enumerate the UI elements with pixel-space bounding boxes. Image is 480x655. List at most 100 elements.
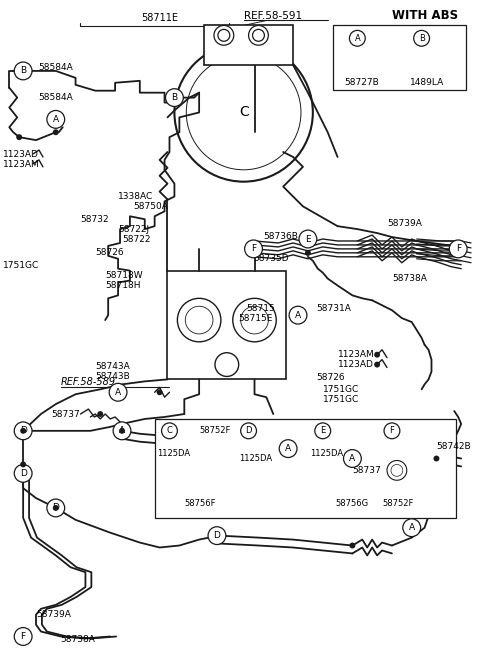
Circle shape [215, 352, 239, 377]
Circle shape [119, 428, 125, 434]
Circle shape [14, 422, 32, 440]
Circle shape [315, 423, 331, 439]
Text: B: B [20, 66, 26, 75]
Circle shape [384, 423, 400, 439]
Text: F: F [21, 632, 26, 641]
Text: 58752F: 58752F [382, 498, 413, 508]
Circle shape [14, 627, 32, 645]
Text: D: D [245, 426, 252, 436]
Text: 58718H: 58718H [105, 281, 141, 290]
Text: A: A [119, 426, 125, 436]
FancyBboxPatch shape [155, 419, 456, 518]
Circle shape [178, 298, 221, 342]
Circle shape [113, 422, 131, 440]
Text: A: A [349, 454, 356, 463]
Text: D: D [20, 426, 26, 436]
Circle shape [14, 464, 32, 482]
Text: 58727B: 58727B [345, 79, 379, 87]
Text: 58732: 58732 [81, 215, 109, 224]
Circle shape [289, 307, 307, 324]
Text: 58722J: 58722J [118, 225, 149, 234]
Text: 1751GC: 1751GC [3, 261, 40, 271]
Text: 58738A: 58738A [60, 635, 96, 644]
Text: A: A [53, 115, 59, 124]
Circle shape [279, 440, 297, 458]
Text: 58711E: 58711E [141, 12, 178, 22]
Circle shape [208, 527, 226, 544]
Text: A: A [354, 34, 360, 43]
Circle shape [233, 298, 276, 342]
Text: 58735D: 58735D [253, 254, 289, 263]
Text: 1123AM: 1123AM [337, 350, 374, 359]
Circle shape [299, 230, 317, 248]
Circle shape [162, 423, 178, 439]
Text: 1125DA: 1125DA [239, 454, 272, 463]
Text: A: A [285, 444, 291, 453]
Text: 58584A: 58584A [38, 93, 73, 102]
Text: C: C [239, 105, 249, 119]
Text: WITH ABS: WITH ABS [392, 9, 458, 22]
Text: 58743B: 58743B [96, 372, 130, 381]
Circle shape [349, 542, 355, 548]
Text: REF.58-591: REF.58-591 [244, 10, 302, 20]
Text: 58726: 58726 [316, 373, 345, 382]
FancyBboxPatch shape [333, 26, 466, 90]
Text: 58722: 58722 [122, 234, 151, 244]
Text: 58737: 58737 [51, 409, 80, 419]
Text: E: E [320, 426, 325, 436]
Circle shape [449, 240, 467, 258]
Circle shape [47, 111, 65, 128]
Circle shape [174, 43, 313, 181]
Circle shape [433, 455, 439, 462]
Text: 58739A: 58739A [36, 610, 71, 619]
Circle shape [53, 505, 59, 511]
Text: 58738A: 58738A [392, 274, 427, 283]
Text: 58731A: 58731A [316, 304, 351, 312]
Circle shape [252, 29, 264, 41]
FancyBboxPatch shape [168, 271, 286, 379]
Text: A: A [408, 523, 415, 533]
Circle shape [240, 307, 268, 334]
Circle shape [403, 519, 420, 536]
Text: 1489LA: 1489LA [410, 79, 444, 87]
Text: C: C [167, 426, 172, 436]
Circle shape [218, 29, 230, 41]
Circle shape [391, 464, 403, 476]
Circle shape [53, 129, 59, 135]
Circle shape [16, 134, 22, 140]
Text: 58742B: 58742B [436, 442, 471, 451]
Text: 1338AC: 1338AC [118, 192, 153, 201]
Circle shape [305, 250, 311, 256]
FancyBboxPatch shape [204, 26, 293, 65]
Text: 1751GC: 1751GC [323, 395, 359, 403]
Text: 1751GC: 1751GC [323, 384, 359, 394]
Text: 58584A: 58584A [38, 64, 73, 73]
Circle shape [47, 499, 65, 517]
Circle shape [20, 462, 26, 468]
Text: D: D [20, 469, 26, 478]
Text: D: D [214, 531, 220, 540]
Text: REF.58-589: REF.58-589 [60, 377, 116, 387]
Text: A: A [115, 388, 121, 397]
Circle shape [374, 352, 380, 358]
Circle shape [109, 383, 127, 401]
Circle shape [166, 88, 183, 107]
Text: 58750A: 58750A [133, 202, 168, 211]
Text: 58739A: 58739A [387, 219, 422, 228]
Circle shape [249, 26, 268, 45]
Circle shape [414, 30, 430, 47]
Circle shape [240, 423, 256, 439]
Text: 58737: 58737 [352, 466, 381, 475]
Text: 1123AM: 1123AM [3, 160, 40, 170]
Text: 1125DA: 1125DA [156, 449, 190, 458]
Text: E: E [305, 234, 311, 244]
Text: 58715E: 58715E [239, 314, 273, 323]
Text: F: F [456, 244, 461, 253]
Text: 58743A: 58743A [96, 362, 130, 371]
Circle shape [185, 307, 213, 334]
Circle shape [344, 449, 361, 468]
Circle shape [349, 30, 365, 47]
Circle shape [387, 460, 407, 480]
Text: 58726: 58726 [96, 248, 124, 257]
Circle shape [214, 26, 234, 45]
